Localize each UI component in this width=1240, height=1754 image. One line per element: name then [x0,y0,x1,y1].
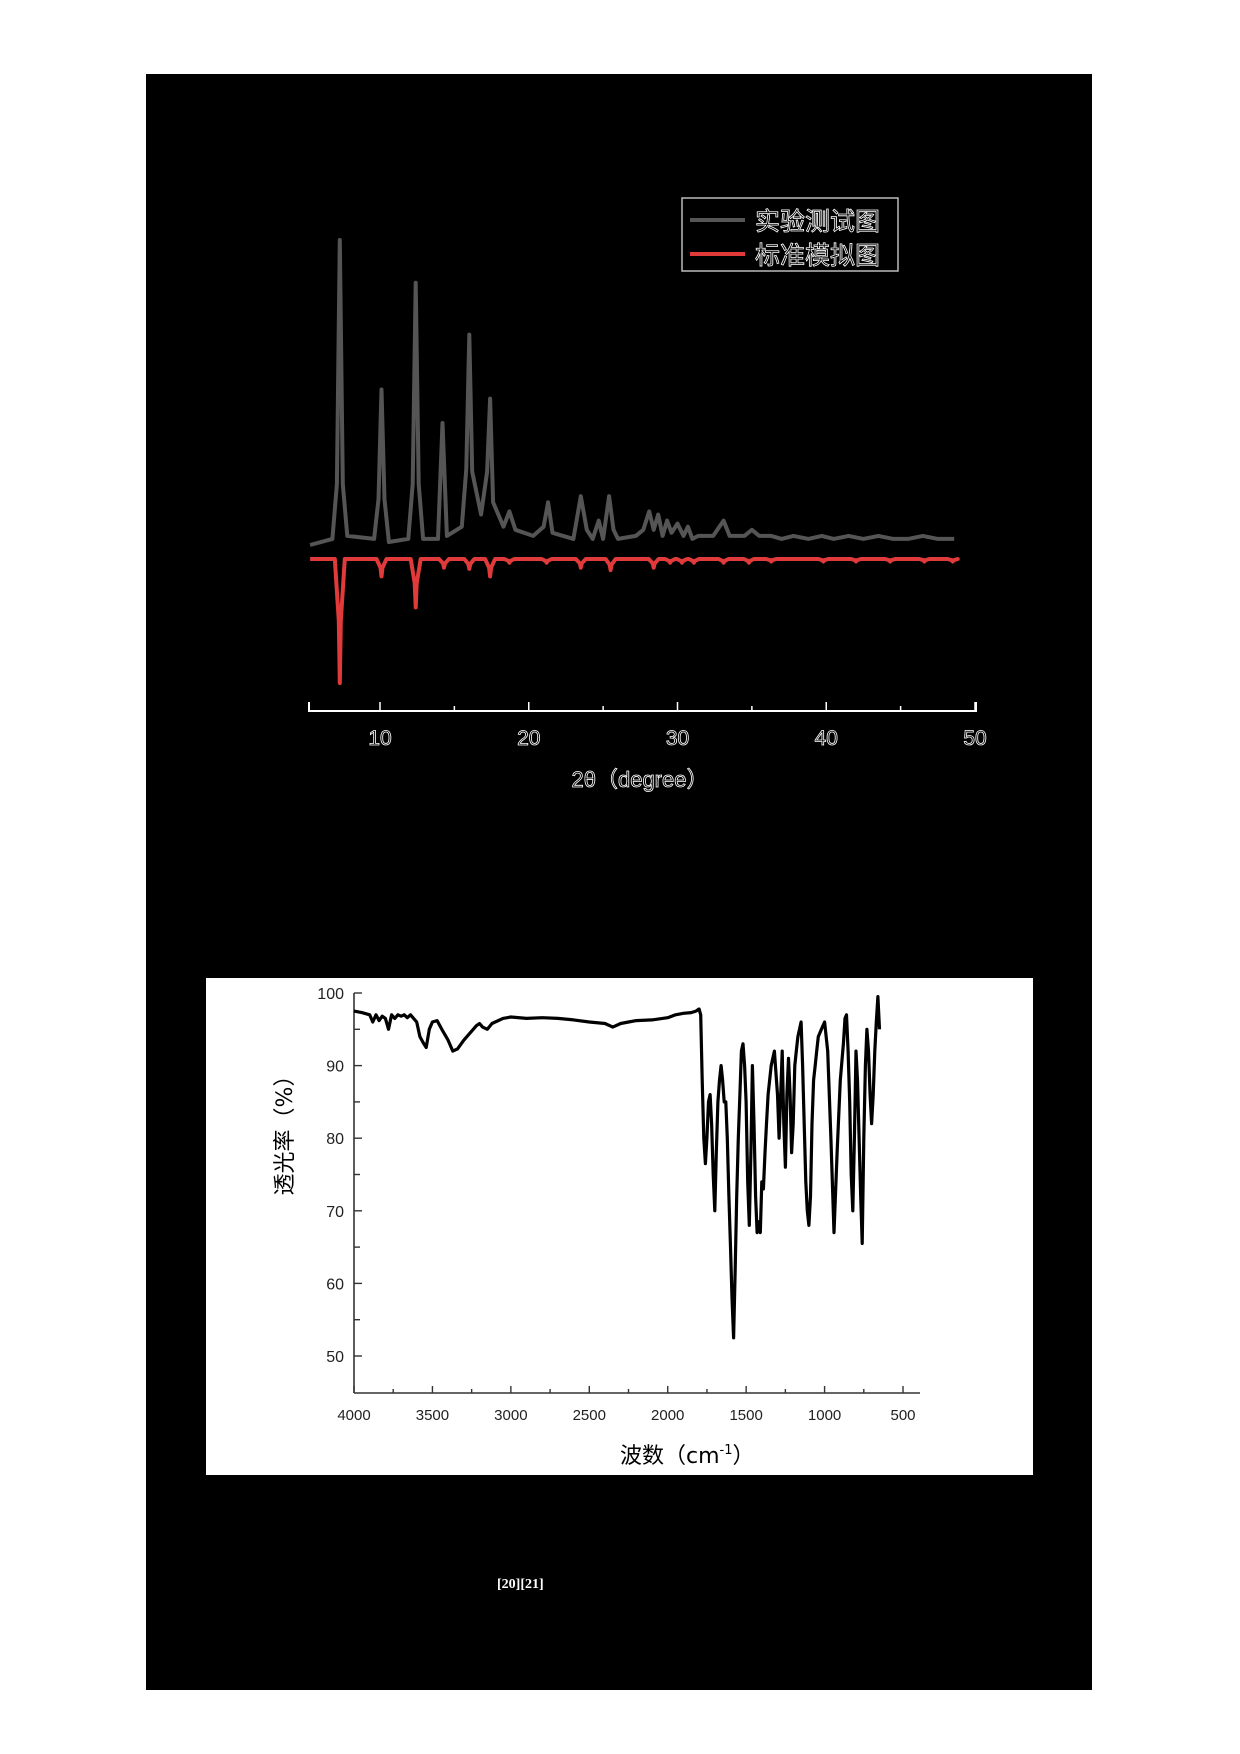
legend-label-experimental: 实验测试图 [755,207,880,236]
ir-x-tick-label: 500 [890,1407,915,1424]
ir-x-axis-label: 波数（cm-1） [620,1443,755,1469]
ir-y-tick-label: 100 [317,986,344,1003]
ir-x-tick-label: 2000 [651,1407,684,1424]
ir-x-tick-label: 4000 [337,1407,370,1424]
legend-label-simulated: 标准模拟图 [755,241,880,270]
xrd-experimental-series [309,238,955,547]
ir-chart-panel [206,978,1033,1475]
xrd-chart: 10 20 30 40 50 2θ（degree） 实验测试图 标准模拟图 [308,197,987,792]
ir-x-tick-label: 3000 [494,1407,527,1424]
ir-x-tick-label: 3500 [416,1407,449,1424]
ir-x-tick-label: 1000 [808,1407,841,1424]
ir-y-tick-label: 90 [326,1059,344,1076]
ir-axes: 50 60 70 80 90 100 4000 3500 3000 2500 2000 1500 100… [317,986,920,1424]
xrd-x-tick-label: 10 [368,727,391,750]
ir-y-tick-label: 70 [326,1204,344,1221]
ir-y-axis-label: 透光率（%） [273,1065,298,1196]
ir-spectrum-series [353,995,882,1340]
xrd-x-axis: 10 20 30 40 50 [308,702,987,750]
xrd-x-axis-label: 2θ（degree） [572,767,709,792]
ir-y-tick-label: 60 [326,1276,344,1293]
ir-x-tick-label: 2500 [573,1407,606,1424]
ir-y-tick-label: 50 [326,1349,344,1366]
xrd-x-tick-label: 30 [666,727,689,750]
xrd-x-tick-label: 50 [963,727,986,750]
xrd-simulated-series [310,557,960,685]
ir-y-tick-label: 80 [326,1131,344,1148]
xrd-legend: 实验测试图 标准模拟图 [681,197,899,272]
ir-x-tick-label: 1500 [729,1407,762,1424]
xrd-x-tick-label: 20 [517,727,540,750]
xrd-x-tick-label: 40 [815,727,838,750]
footnote-citation: [20][21] [497,1577,544,1592]
